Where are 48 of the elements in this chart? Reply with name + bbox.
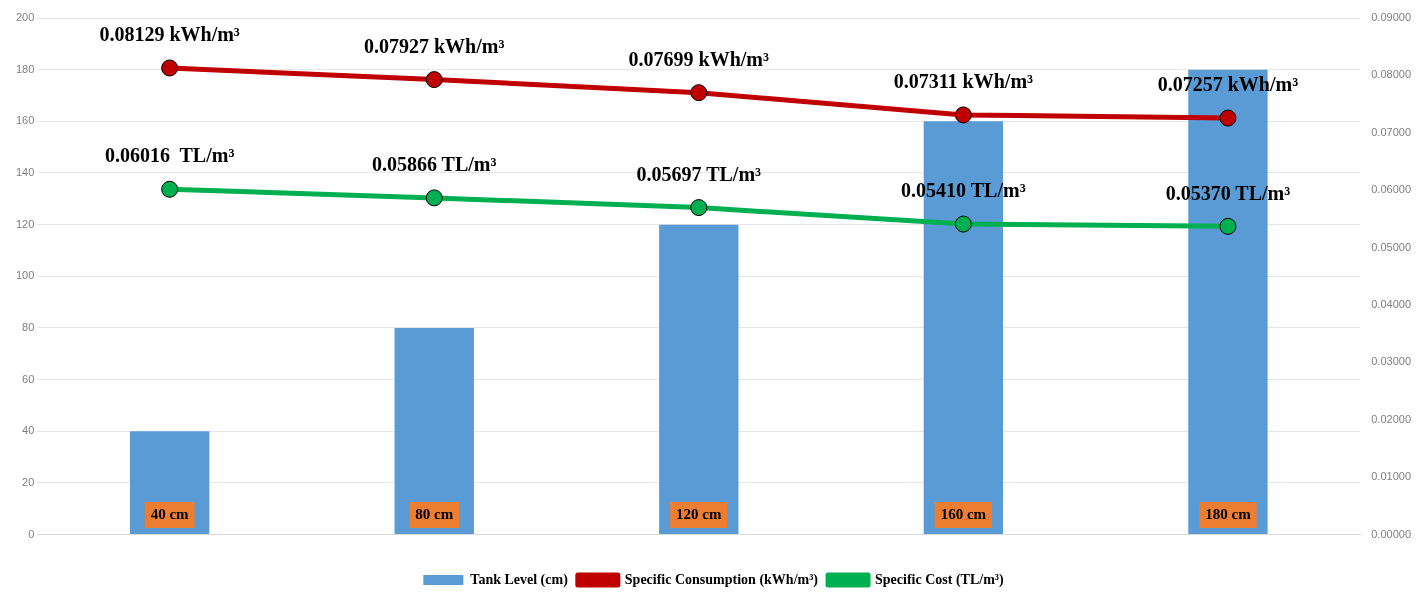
data-label: 0.07311 kWh/m³ — [893, 70, 1034, 93]
point — [1219, 109, 1237, 127]
legend-label: Tank Level (cm) — [470, 571, 569, 588]
y2-tick-label: 0.04000 — [1371, 298, 1411, 311]
data-label: 0.08129 kWh/m³ — [99, 23, 240, 46]
y-tick-label: 60 — [22, 372, 35, 385]
data-label: 0.07927 kWh/m³ — [363, 34, 505, 57]
bar — [659, 224, 739, 535]
y2-tick-label: 0.07000 — [1371, 125, 1411, 138]
y2-tick-label: 0.01000 — [1371, 470, 1411, 483]
y2-tick-label: 0.00000 — [1371, 527, 1411, 540]
point — [425, 189, 443, 207]
y-tick-label: 40 — [22, 424, 35, 437]
y-tick-label: 100 — [15, 269, 35, 282]
point — [161, 59, 179, 77]
y-tick-label: 120 — [15, 217, 35, 230]
point — [690, 84, 708, 102]
point — [954, 106, 972, 124]
data-label: 40 cm — [150, 505, 190, 522]
y2-tick-label: 0.02000 — [1371, 412, 1411, 425]
y-tick-label: 160 — [15, 114, 35, 127]
point — [161, 180, 179, 198]
legend-label: Specific Consumption (kWh/m³) — [624, 571, 819, 588]
y-tick-label: 140 — [15, 166, 35, 179]
y2-tick-label: 0.08000 — [1371, 68, 1411, 81]
y-tick-label: 200 — [15, 11, 35, 24]
data-label: 0.05866 TL/m³ — [371, 153, 497, 176]
y-tick-label: 20 — [22, 475, 35, 488]
y-tick-label: 180 — [15, 62, 35, 75]
point — [690, 199, 708, 217]
y-tick-label: 80 — [22, 320, 35, 333]
legend-label: Specific Cost (TL/m³) — [875, 571, 1004, 588]
data-label: 160 cm — [940, 505, 987, 522]
point — [954, 215, 972, 233]
data-label: 0.05697 TL/m³ — [636, 162, 762, 185]
y2-tick-label: 0.03000 — [1371, 355, 1411, 368]
y-tick-label: 0 — [28, 527, 35, 540]
data-label: 180 cm — [1205, 505, 1252, 522]
y2-tick-label: 0.05000 — [1371, 240, 1411, 253]
bar — [394, 327, 474, 535]
data-label: 0.06016 TL/m³ — [104, 144, 235, 167]
point — [425, 71, 443, 89]
y2-tick-label: 0.09000 — [1371, 11, 1411, 24]
data-label: 120 cm — [676, 505, 722, 522]
data-label: 0.07699 kWh/m³ — [628, 47, 770, 70]
point — [1219, 217, 1237, 235]
y2-tick-label: 0.06000 — [1371, 183, 1411, 196]
data-label: 80 cm — [415, 505, 454, 522]
